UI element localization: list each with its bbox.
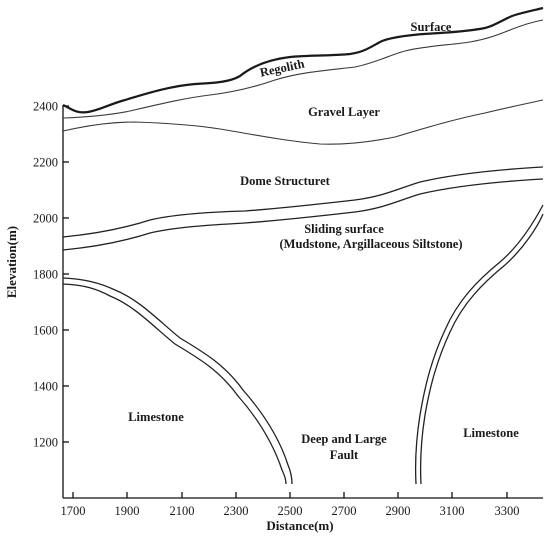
- surface-line: [62, 6, 544, 114]
- y-tick-label-1200: 1200: [33, 436, 58, 450]
- label-dome-structure: Dome Structuret: [240, 174, 331, 188]
- x-tick-label-1900: 1900: [115, 504, 140, 518]
- y-tick-label-1600: 1600: [33, 324, 58, 338]
- gravel-base-line: [62, 99, 544, 145]
- y-tick-label-2200: 2200: [33, 156, 58, 170]
- label-fault-line2: Fault: [330, 448, 359, 462]
- x-axis-title: Distance(m): [266, 518, 333, 533]
- y-tick-labels: 1200 1400 1600 1800 2000 2200 2400: [33, 100, 58, 450]
- dome-base-line-lower: [62, 178, 544, 251]
- label-sliding-surface: Sliding surface: [304, 222, 384, 236]
- label-surface: Surface: [411, 20, 452, 34]
- x-tick-labels: 1700 1900 2100 2300 2500 2700 2900 3100 …: [61, 504, 520, 518]
- label-regolith: Regolith: [259, 57, 306, 80]
- y-ticks: [63, 105, 69, 443]
- label-fault-line1: Deep and Large: [301, 432, 387, 446]
- x-tick-label-2700: 2700: [332, 504, 357, 518]
- left-fault-line-inner: [62, 283, 287, 485]
- y-tick-label-2000: 2000: [33, 212, 58, 226]
- left-fault-line-outer: [62, 277, 293, 485]
- x-tick-label-2900: 2900: [386, 504, 411, 518]
- regolith-base-line: [62, 19, 544, 119]
- x-tick-label-3300: 3300: [495, 504, 520, 518]
- y-tick-label-1800: 1800: [33, 268, 58, 282]
- label-gravel-layer: Gravel Layer: [308, 105, 380, 119]
- x-tick-label-3100: 3100: [440, 504, 465, 518]
- dome-base-line-upper: [62, 166, 544, 238]
- x-tick-label-2500: 2500: [278, 504, 303, 518]
- y-tick-label-1400: 1400: [33, 380, 58, 394]
- right-fault-line-outer: [419, 213, 544, 485]
- x-tick-label-2300: 2300: [224, 504, 249, 518]
- label-sliding-surface-detail: (Mudstone, Argillaceous Siltstone): [280, 237, 463, 251]
- x-tick-label-2100: 2100: [170, 504, 195, 518]
- x-tick-label-1700: 1700: [61, 504, 86, 518]
- label-limestone-left: Limestone: [128, 410, 184, 424]
- x-ticks: [72, 492, 508, 498]
- right-fault-line-inner: [414, 204, 544, 485]
- y-axis-title: Elevation(m): [4, 226, 19, 298]
- label-limestone-right: Limestone: [463, 426, 519, 440]
- y-tick-label-2400: 2400: [33, 100, 58, 114]
